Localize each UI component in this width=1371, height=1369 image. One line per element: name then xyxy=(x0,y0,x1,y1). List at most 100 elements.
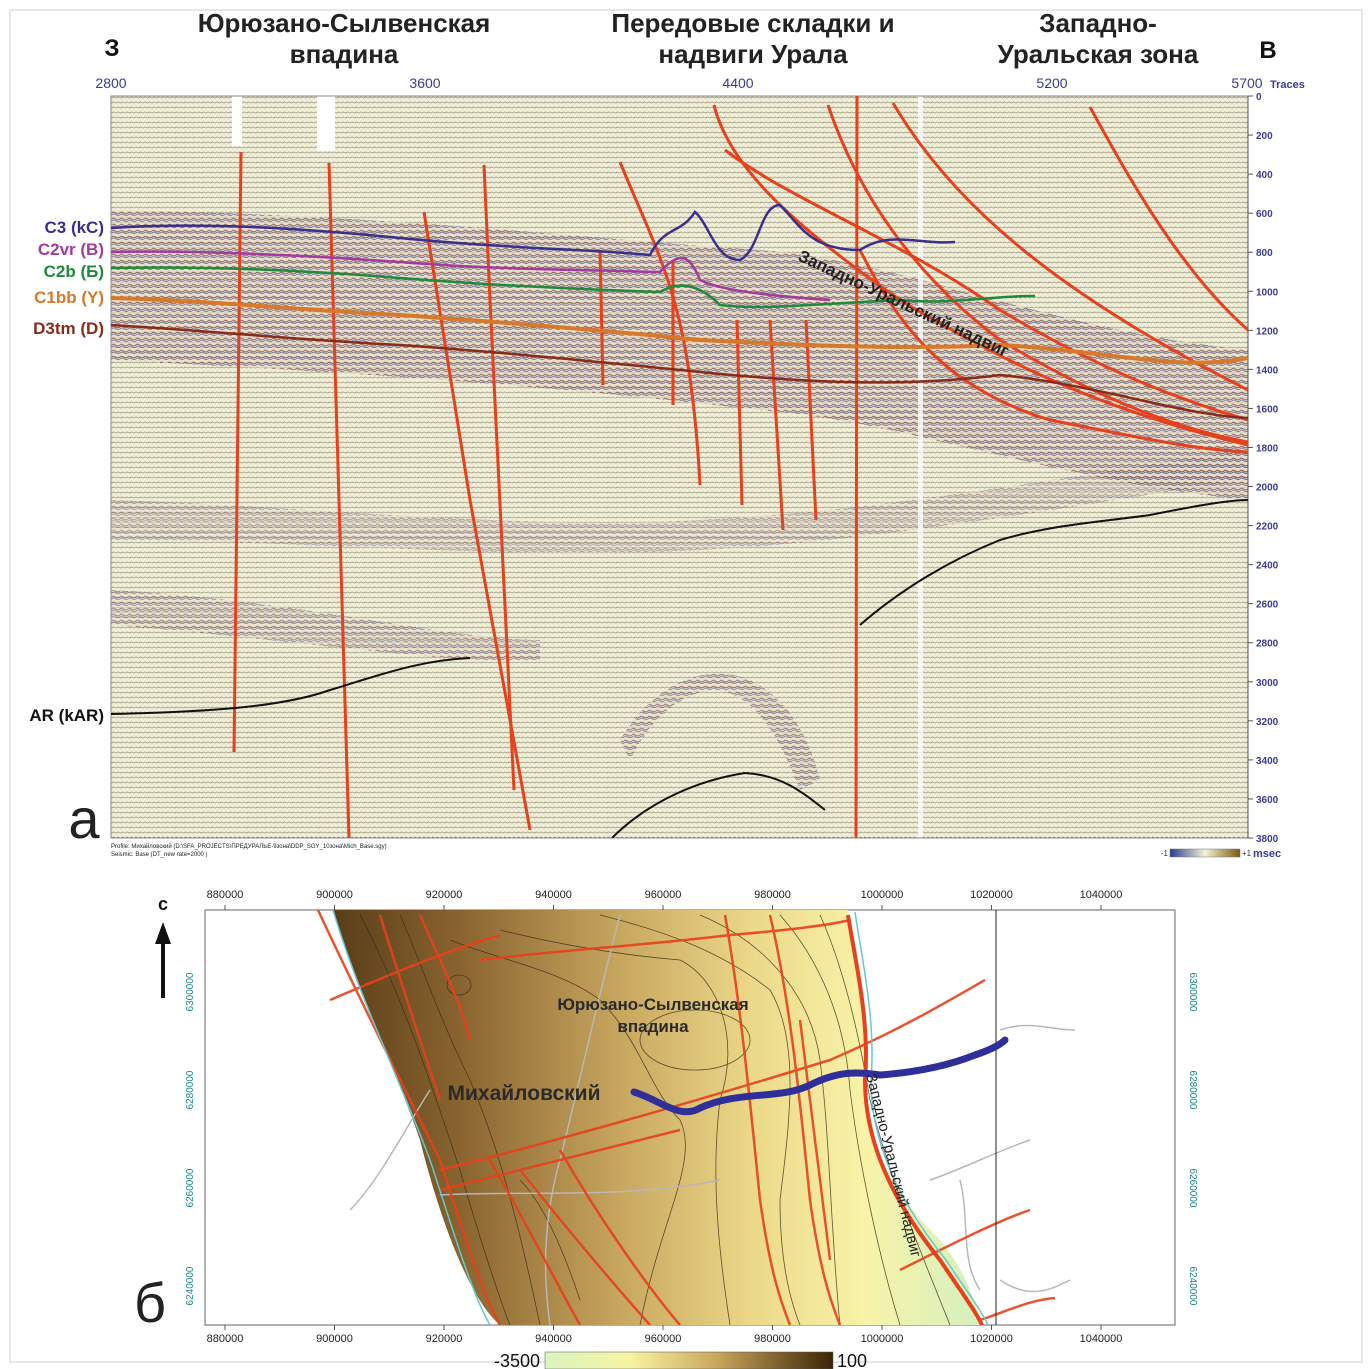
seismic-panel: З В Юрюзано-Сылвенская впадина Передовые… xyxy=(29,8,1304,860)
map-y-tick-left: 6260000 xyxy=(185,1168,196,1207)
time-tick-label: 400 xyxy=(1256,170,1273,181)
amplitude-colorbar xyxy=(1169,848,1241,858)
structure-surface xyxy=(333,910,982,1325)
time-tick-label: 1000 xyxy=(1256,287,1279,298)
zone-label-west-ural-1: Западно- xyxy=(1039,8,1157,38)
map-x-tick-bottom: 920000 xyxy=(426,1333,463,1345)
trace-tick: 3600 xyxy=(409,75,440,91)
scale-max-label: 100 xyxy=(837,1351,867,1369)
horizon-c3 xyxy=(111,203,956,262)
fault-line xyxy=(724,148,1248,422)
horizon-c2b xyxy=(111,266,1036,309)
map-panel: с xyxy=(134,889,1198,1369)
trace-tick: 5200 xyxy=(1036,75,1067,91)
horizon-ar-east xyxy=(859,499,1248,626)
horizon-label-c3: C3 (kC) xyxy=(44,218,104,237)
time-tick-label: 2000 xyxy=(1256,483,1279,494)
trace-tick: 2800 xyxy=(95,75,126,91)
seismic-reflections xyxy=(111,96,1248,838)
horizon-label-c2b: C2b (Б) xyxy=(44,262,104,281)
horizon-label-c2vr: C2vr (B) xyxy=(38,240,104,259)
horizon-d3tm xyxy=(111,323,1248,420)
profile-caption: Profile: Михайловский (D:\SFA_PROJECTS\П… xyxy=(111,843,387,850)
map-x-tick-bottom: 1000000 xyxy=(861,1333,904,1345)
map-area xyxy=(316,910,1076,1325)
fault-line xyxy=(804,319,818,521)
map-y-tick-left: 6300000 xyxy=(185,972,196,1011)
map-x-tick-top: 980000 xyxy=(754,889,791,901)
horizon-ar-center xyxy=(611,771,826,838)
fault-line xyxy=(1088,106,1248,332)
time-axis: 0 200 400 600 800 1000 1200 1400 1600 1800 2000 220… xyxy=(1247,92,1279,845)
time-tick-label: 800 xyxy=(1256,248,1273,259)
fault-line xyxy=(712,104,1248,447)
fault-line xyxy=(482,164,516,791)
colorbar-max: +1 xyxy=(1242,849,1252,858)
panel-letter-a: а xyxy=(68,787,100,850)
traces-axis-label: Traces xyxy=(1270,79,1305,91)
zone-label-basin-1: Юрюзано-Сылвенская xyxy=(198,8,491,38)
fault-line xyxy=(826,104,1248,444)
fault-line xyxy=(618,161,702,486)
map-y-tick-left: 6240000 xyxy=(185,1266,196,1305)
horizon-label-d3tm: D3tm (D) xyxy=(33,319,104,338)
map-x-tick-top: 920000 xyxy=(426,889,463,901)
map-y-tick-right: 6240000 xyxy=(1187,1267,1198,1306)
map-x-tick-top: 900000 xyxy=(316,889,353,901)
horizon-c1bb xyxy=(111,296,1248,365)
time-tick-label: 2600 xyxy=(1256,600,1279,611)
time-tick-label: 1400 xyxy=(1256,365,1279,376)
map-x-tick-top: 880000 xyxy=(207,889,244,901)
map-x-tick-bottom: 1020000 xyxy=(970,1333,1013,1345)
time-tick-label: 600 xyxy=(1256,209,1273,220)
scale-min-label: -3500 xyxy=(494,1351,540,1369)
profile-line xyxy=(630,1036,1009,1116)
map-basin-label-2: впадина xyxy=(617,1017,689,1036)
trace-tick: 5700 xyxy=(1231,75,1262,91)
fault-line xyxy=(327,162,351,838)
fault-line xyxy=(735,319,744,506)
map-x-tick-bottom: 960000 xyxy=(645,1333,682,1345)
time-tick-label: 3600 xyxy=(1256,795,1279,806)
time-tick-label: 2200 xyxy=(1256,522,1279,533)
colorbar-min: -1 xyxy=(1161,849,1169,858)
west-label: З xyxy=(104,35,119,62)
north-label: с xyxy=(158,894,168,914)
horizon-label-c1bb: C1bb (Y) xyxy=(34,288,104,307)
trace-tick: 4400 xyxy=(722,75,753,91)
map-x-tick-bottom: 980000 xyxy=(754,1333,791,1345)
time-tick-label: 2400 xyxy=(1256,561,1279,572)
horizon-c2vr xyxy=(111,250,831,302)
horizon-label-ar: AR (kAR) xyxy=(29,706,104,725)
fault-line xyxy=(858,249,1248,454)
map-y-tick-right: 6260000 xyxy=(1187,1169,1198,1208)
map-y-tick-left: 6280000 xyxy=(185,1070,196,1109)
zone-label-basin-2: впадина xyxy=(290,39,399,69)
profile-name-label: Михайловский xyxy=(448,1082,601,1105)
time-tick-label: 3000 xyxy=(1256,678,1279,689)
time-tick-label: 1800 xyxy=(1256,443,1279,454)
zone-label-west-ural-2: Уральская зона xyxy=(998,39,1199,69)
time-tick-label: 3200 xyxy=(1256,717,1279,728)
seismic-faults xyxy=(232,96,1248,838)
time-tick-label: 1600 xyxy=(1256,404,1279,415)
map-x-tick-top: 1000000 xyxy=(861,889,904,901)
fault-line xyxy=(854,96,859,838)
north-arrow-icon xyxy=(155,922,171,998)
fault-line xyxy=(891,102,1248,392)
map-x-tick-bottom: 1040000 xyxy=(1080,1333,1123,1345)
fault-line xyxy=(768,319,785,531)
time-tick-label: 1200 xyxy=(1256,326,1279,337)
map-ticks: 880000 880000 900000 900000 920000 920000 9400… xyxy=(185,889,1198,1345)
panel-letter-b: б xyxy=(134,1271,166,1334)
depth-scale-bar xyxy=(544,1351,834,1369)
seismic-caption: Seismic: Base (DT_new rate=2000 ) xyxy=(111,852,208,858)
zone-label-folds-2: надвиги Урала xyxy=(658,39,848,69)
fault-line xyxy=(232,151,243,753)
time-tick-label: 200 xyxy=(1256,131,1273,142)
time-unit-label: msec xyxy=(1253,848,1281,860)
time-tick-label: 3800 xyxy=(1256,834,1279,845)
map-x-tick-top: 1020000 xyxy=(970,889,1013,901)
map-y-tick-right: 6300000 xyxy=(1187,973,1198,1012)
